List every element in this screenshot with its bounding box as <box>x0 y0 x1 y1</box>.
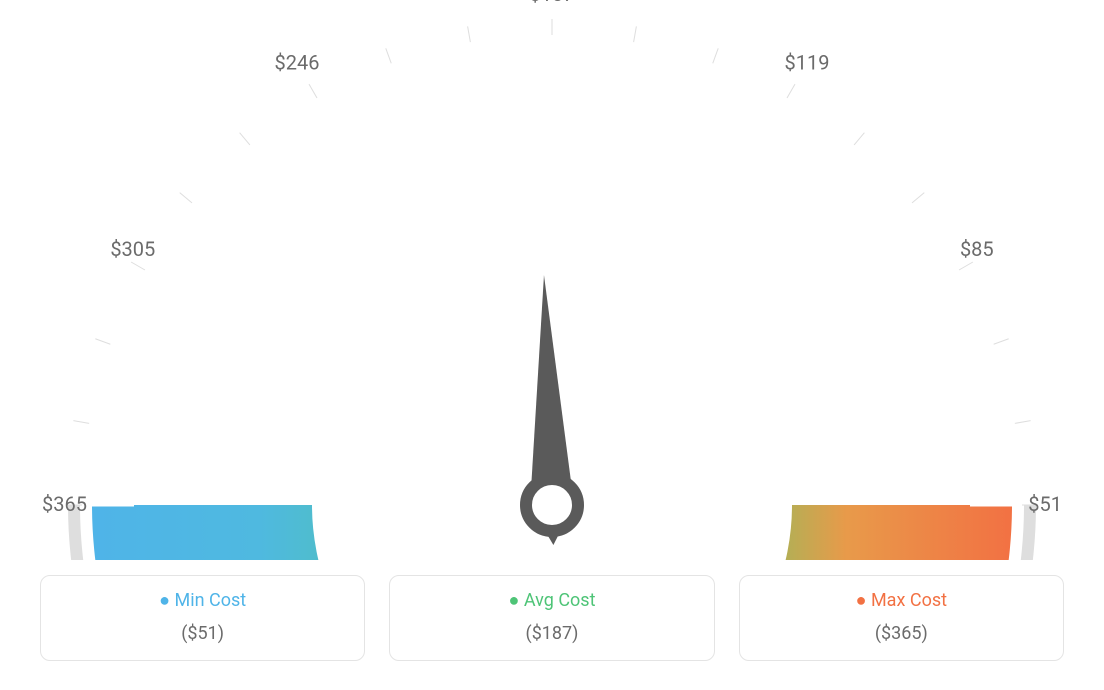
gauge-scale-label: $51 <box>1028 492 1062 516</box>
gauge-tick <box>627 52 632 80</box>
gauge-svg: $51 $85 $119 $187 $246 $305 $365 <box>0 0 1104 560</box>
legend-label-avg: Avg Cost <box>400 590 703 611</box>
gauge-track-tick <box>994 339 1009 344</box>
gauge-tick <box>472 52 477 80</box>
gauge-track-tick <box>240 133 250 145</box>
gauge-track-tick <box>468 26 471 42</box>
gauge-tick <box>958 348 984 358</box>
gauge-track-tick <box>1015 421 1031 424</box>
gauge-track-tick <box>309 84 317 98</box>
gauge-track-tick <box>713 48 718 63</box>
gauge-tick <box>883 209 904 227</box>
gauge-tick <box>256 153 274 174</box>
gauge-track-tick <box>73 421 89 424</box>
gauge-tick <box>700 73 710 99</box>
gauge-tick <box>120 348 146 358</box>
legend-value-avg: ($187) <box>400 623 703 644</box>
gauge-track-tick <box>912 193 924 203</box>
gauge-tick <box>200 209 221 227</box>
gauge-track-tick <box>959 262 973 270</box>
gauge-tick <box>914 275 950 296</box>
legend-card-min: Min Cost ($51) <box>40 575 365 661</box>
legend-row: Min Cost ($51) Avg Cost ($187) Max Cost … <box>40 575 1064 661</box>
gauge-scale-label: $187 <box>530 0 575 6</box>
gauge-tick <box>761 107 782 143</box>
legend-card-avg: Avg Cost ($187) <box>389 575 714 661</box>
gauge-needle-hub <box>526 479 578 531</box>
gauge-tick <box>99 425 127 430</box>
gauge-track-tick <box>180 193 192 203</box>
legend-card-max: Max Cost ($365) <box>739 575 1064 661</box>
gauge-tick <box>977 425 1005 430</box>
gauge-track-tick <box>386 48 391 63</box>
legend-label-max: Max Cost <box>750 590 1053 611</box>
gauge-scale-label: $119 <box>785 50 830 74</box>
legend-value-min: ($51) <box>51 623 354 644</box>
gauge-scale-label: $305 <box>110 237 155 261</box>
gauge-track-tick <box>95 339 110 344</box>
gauge-scale-label: $246 <box>275 50 320 74</box>
cost-gauge: $51 $85 $119 $187 $246 $305 $365 <box>0 0 1104 560</box>
gauge-track-tick <box>854 133 864 145</box>
gauge-scale-label: $85 <box>960 237 994 261</box>
legend-label-min: Min Cost <box>51 590 354 611</box>
gauge-tick <box>322 107 343 143</box>
gauge-tick <box>154 275 190 296</box>
gauge-track-tick <box>787 84 795 98</box>
gauge-tick <box>395 73 405 99</box>
gauge-track-tick <box>634 26 637 42</box>
gauge-scale-label: $365 <box>42 492 87 516</box>
gauge-tick <box>830 153 848 174</box>
gauge-track-tick <box>131 262 145 270</box>
legend-value-max: ($365) <box>750 623 1053 644</box>
